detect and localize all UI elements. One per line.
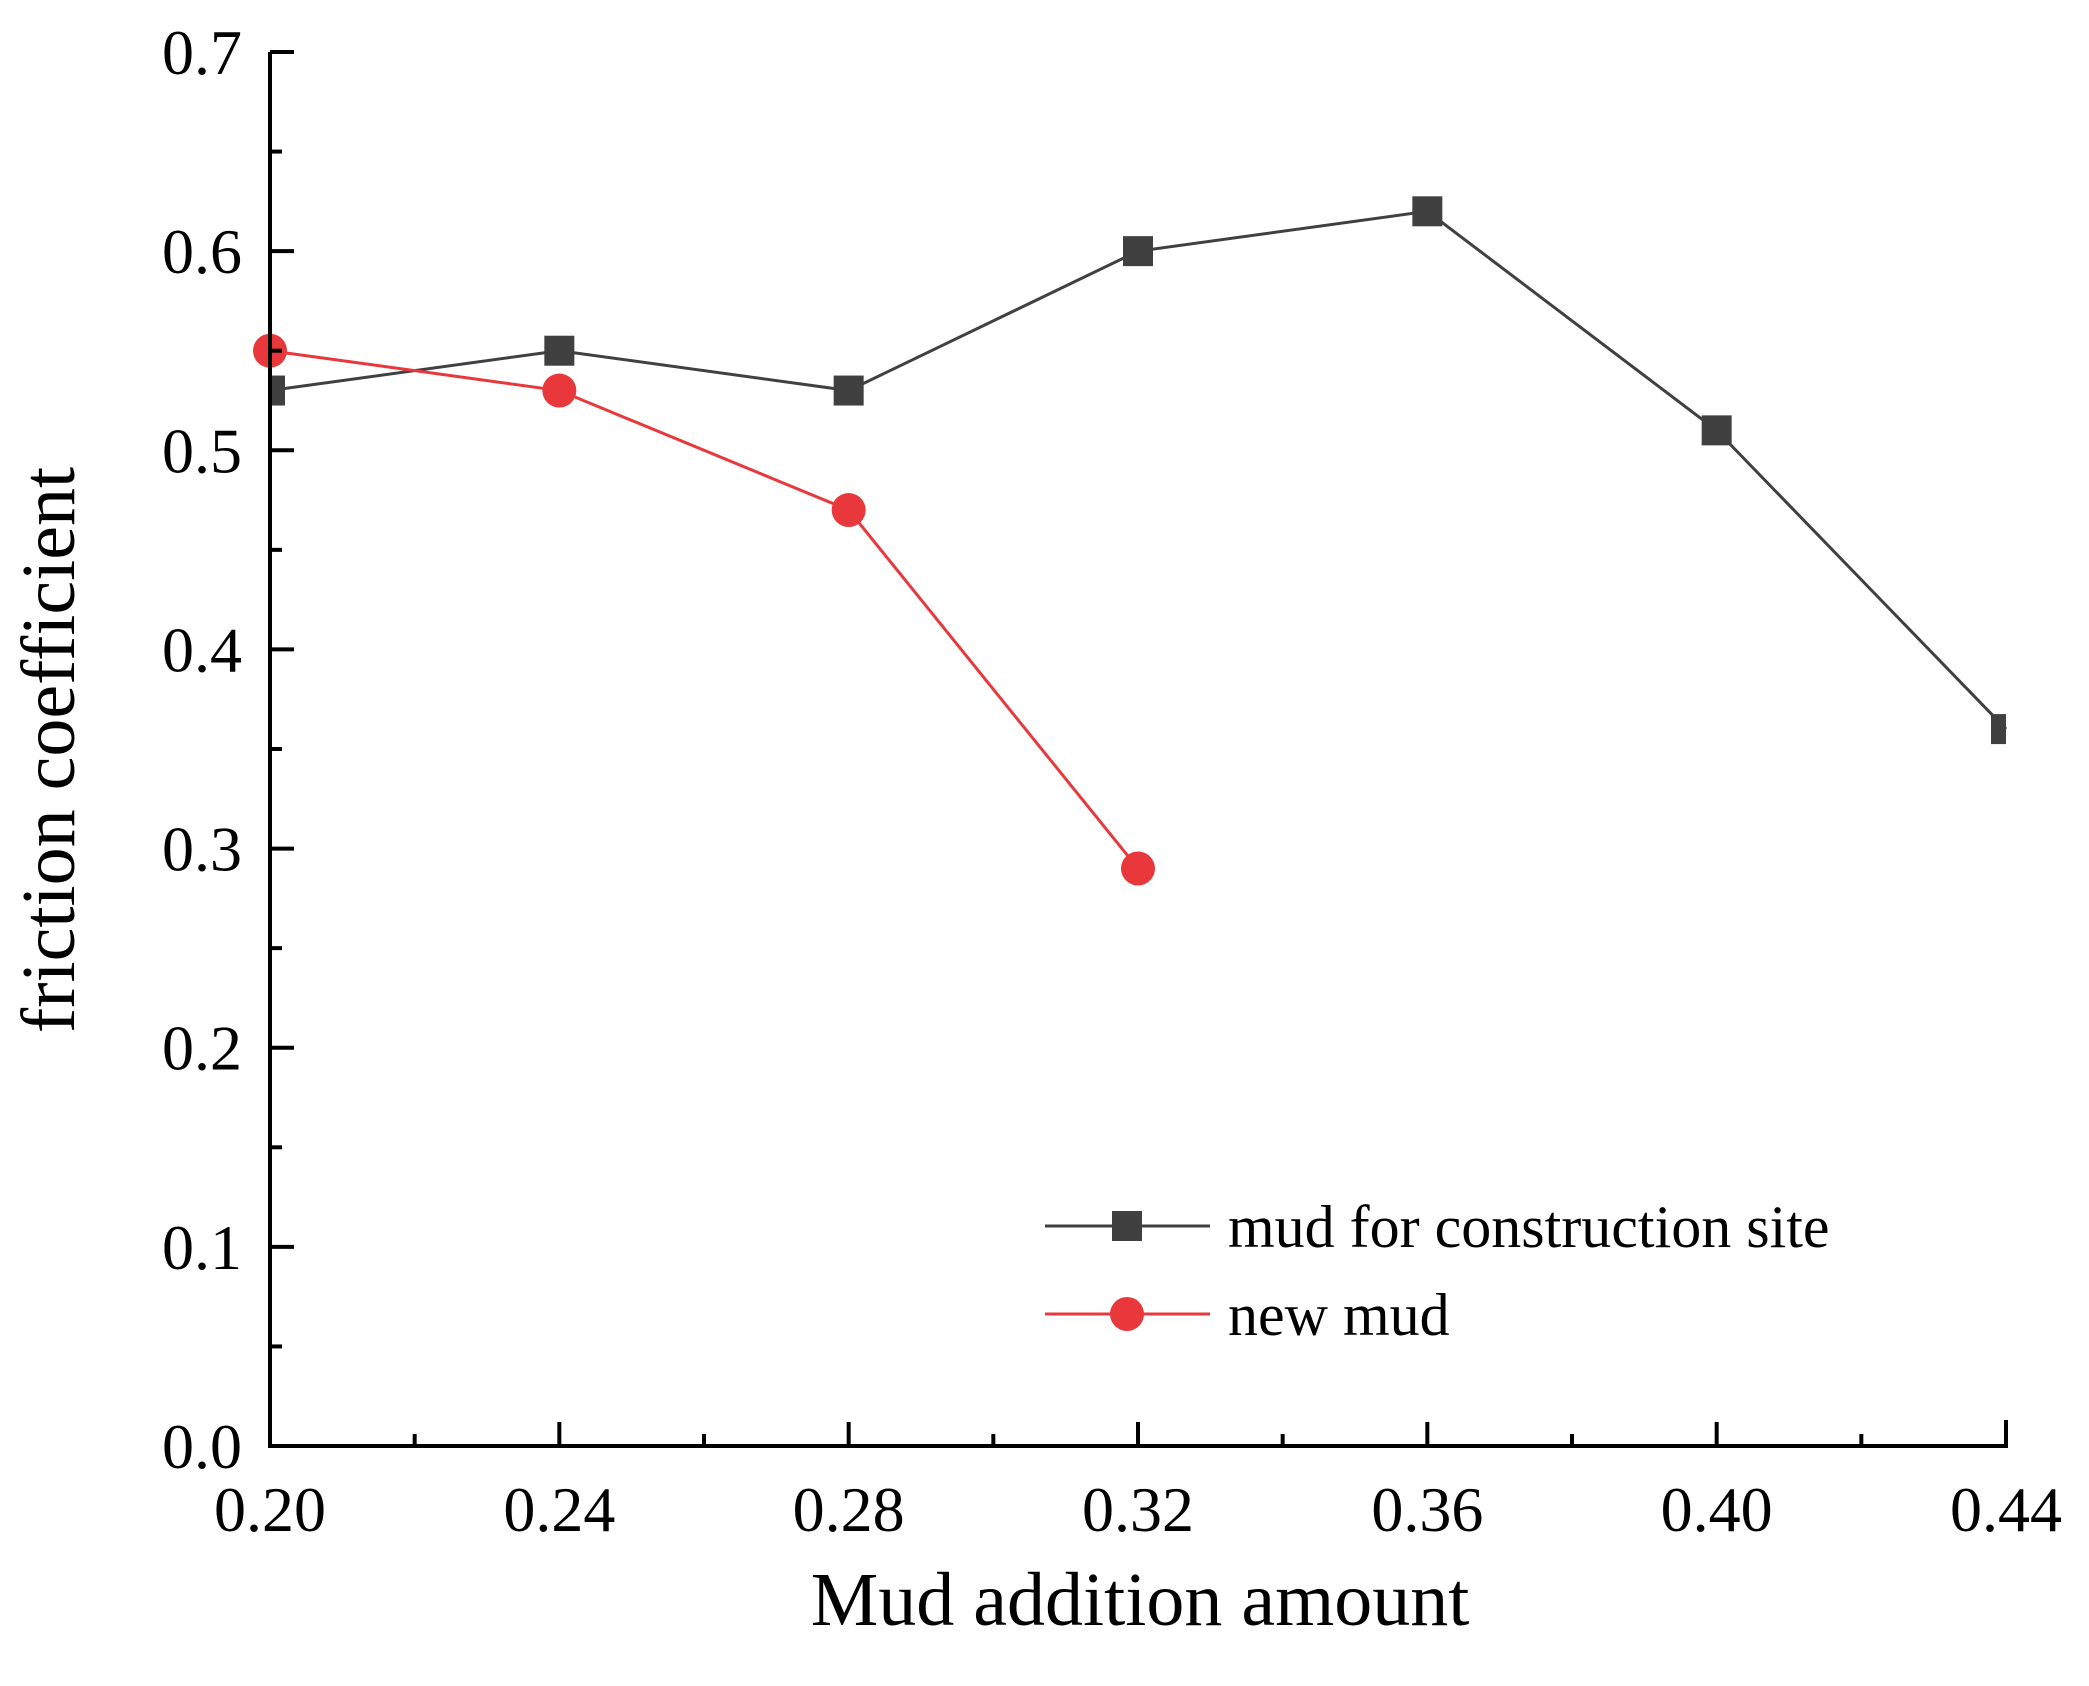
y-tick-label: 0.7 (162, 17, 242, 88)
x-tick-label: 0.28 (793, 1474, 905, 1545)
series-lines (269, 209, 2008, 870)
x-tick-label: 0.40 (1661, 1474, 1773, 1545)
x-tick-label: 0.44 (1950, 1474, 2062, 1545)
legend-item-new-mud: new mud (1045, 1282, 1450, 1348)
y-axis-title: friction coefficient (7, 467, 91, 1033)
legend-label-new-mud: new mud (1228, 1282, 1450, 1348)
y-tick-label: 0.4 (162, 614, 242, 685)
data-point-square (833, 375, 864, 406)
y-tick-label: 0.5 (162, 415, 242, 486)
data-point-square (1701, 415, 1732, 446)
x-tick-label: 0.32 (1082, 1474, 1194, 1545)
y-tick-label: 0.1 (162, 1212, 242, 1283)
legend: mud for construction site new mud (1045, 1194, 1830, 1348)
legend-label-construction: mud for construction site (1228, 1194, 1830, 1260)
data-point-square (1123, 236, 1153, 267)
x-tick-label: 0.36 (1371, 1474, 1483, 1545)
legend-marker-square (1112, 1211, 1142, 1241)
data-point-circle (831, 493, 866, 528)
y-tick-label: 0.6 (162, 216, 242, 287)
y-tick-label: 0.2 (162, 1013, 242, 1084)
x-axis-title: Mud addition amount (811, 1558, 1470, 1642)
series-markers (253, 196, 2006, 886)
data-point-square (1412, 196, 1443, 227)
data-point-square (544, 335, 575, 366)
legend-marker-circle (1110, 1297, 1144, 1331)
data-point-circle (1121, 851, 1155, 886)
data-point-square (270, 375, 285, 406)
series-line-0 (269, 209, 2008, 731)
ticks (268, 50, 2008, 1448)
tick-labels: 0.20 0.24 0.28 0.32 0.36 0.40 0.44 0.0 0.1 0.2 0.3… (162, 17, 2062, 1545)
data-point-square (1991, 714, 2006, 745)
x-tick-label: 0.20 (214, 1474, 326, 1545)
legend-item-construction: mud for construction site (1045, 1194, 1830, 1260)
x-tick-label: 0.24 (503, 1474, 615, 1545)
y-tick-label: 0.0 (162, 1411, 242, 1482)
y-tick-label: 0.3 (162, 814, 242, 885)
series-line-1 (269, 349, 1140, 870)
data-point-circle (542, 373, 577, 408)
